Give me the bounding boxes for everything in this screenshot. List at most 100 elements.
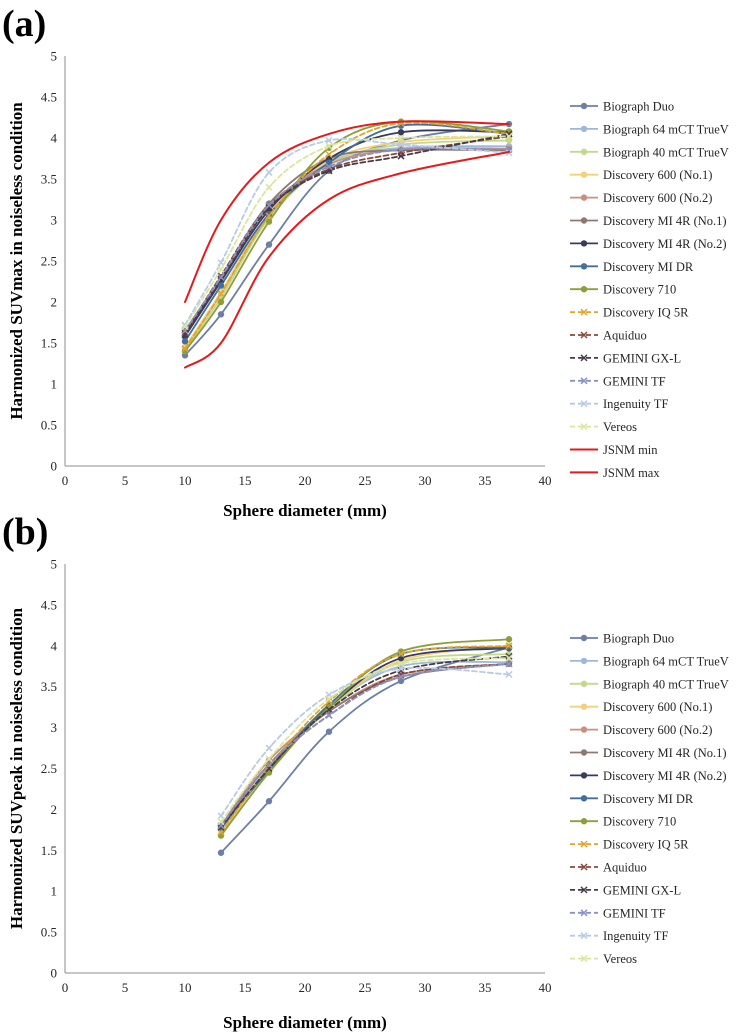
legend-item: Ingenuity TF: [570, 397, 668, 411]
legend-item: Discovery 710: [570, 283, 676, 297]
x-tick-label: 5: [122, 980, 129, 995]
y-tick-label: 0.5: [41, 418, 57, 433]
series-line: [184, 139, 510, 351]
x-tick-label: 5: [122, 473, 129, 488]
series-line: [184, 150, 510, 369]
legend-label: Biograph 64 mCT TrueV: [603, 654, 729, 668]
series-jsnm-min: [184, 150, 510, 369]
legend-item: JSNM max: [570, 466, 660, 480]
data-point: [181, 323, 189, 331]
x-tick-label: 25: [359, 473, 372, 488]
data-point: [265, 241, 273, 248]
series-line: [184, 147, 510, 336]
legend-label: GEMINI GX-L: [603, 351, 681, 365]
data-point: [217, 823, 225, 831]
series-line: [220, 657, 510, 823]
legend-item: Discovery MI DR: [570, 792, 694, 806]
legend-item: Biograph Duo: [570, 100, 674, 114]
legend-marker: [580, 286, 588, 293]
legend-label: GEMINI TF: [603, 906, 666, 920]
y-tick-label: 0: [51, 459, 58, 474]
legend-label: JSNM max: [603, 466, 660, 480]
data-point: [265, 763, 273, 771]
y-tick-label: 4: [51, 131, 58, 146]
x-tick-label: 0: [62, 473, 69, 488]
legend-marker: [580, 263, 588, 270]
legend-marker: [580, 726, 588, 733]
y-tick-label: 2.5: [41, 761, 57, 776]
data-point: [181, 345, 189, 353]
y-tick-label: 2: [51, 802, 58, 817]
legend-item: Aquiduo: [570, 861, 647, 875]
y-tick-label: 5: [51, 49, 58, 64]
data-point: [397, 660, 405, 668]
data-point: [217, 818, 225, 826]
data-point: [265, 168, 273, 176]
data-point: [217, 311, 225, 318]
data-point: [181, 338, 189, 345]
legend-item: Discovery 600 (No.2): [570, 723, 712, 737]
legend-label: Aquiduo: [603, 329, 647, 343]
x-tick-label: 30: [419, 980, 432, 995]
data-point: [397, 134, 405, 142]
legend-marker: [580, 125, 588, 133]
legend-item: Discovery IQ 5R: [570, 306, 689, 320]
legend-label: Discovery IQ 5R: [603, 306, 689, 320]
legend-item: Discovery MI DR: [570, 260, 694, 274]
chart-panel-a: (a) 0 0.5 1 1.5 2 2.5 3 3.5 4 4.5 5 0 5 10 15 20 25 30 35 40…: [2, 3, 729, 520]
x-tick-label: 40: [539, 980, 552, 995]
data-point: [397, 673, 405, 681]
series-line: [184, 137, 510, 326]
legend-label: Discovery MI 4R (No.1): [603, 214, 727, 228]
legend-marker: [580, 657, 588, 665]
series-jsnm-max: [184, 120, 510, 303]
y-tick-label: 0.5: [41, 925, 57, 940]
data-point: [265, 183, 273, 191]
legend-marker: [580, 217, 588, 224]
y-tick-label: 4.5: [41, 597, 57, 612]
legend-item: Biograph 64 mCT TrueV: [570, 122, 729, 136]
legend-label: Discovery 600 (No.2): [603, 191, 712, 205]
legend-marker: [580, 308, 588, 316]
y-tick-label: 3.5: [41, 679, 57, 694]
legend-label: Discovery IQ 5R: [603, 838, 689, 852]
series-discovery-iq-5r: [181, 119, 513, 353]
legend-item: Discovery 600 (No.1): [570, 700, 712, 714]
legend-marker: [580, 171, 588, 178]
legend-item: JSNM min: [570, 443, 658, 457]
legend-marker: [580, 703, 588, 710]
legend-label: Biograph Duo: [603, 632, 674, 646]
y-tick-label: 2: [51, 295, 58, 310]
series-vereos: [181, 132, 513, 331]
legend-item: Vereos: [570, 420, 637, 434]
series-aquiduo: [181, 132, 513, 337]
data-point: [397, 152, 405, 160]
legend-item: Discovery MI 4R (No.2): [570, 769, 727, 783]
legend-item: Biograph 64 mCT TrueV: [570, 654, 729, 668]
y-tick-label: 4.5: [41, 90, 57, 105]
panel-label: (b): [2, 511, 48, 553]
data-point: [265, 212, 273, 220]
x-tick-label: 25: [359, 980, 372, 995]
data-point: [217, 290, 225, 298]
y-tick-label: 3: [51, 213, 58, 228]
x-tick-label: 30: [419, 473, 432, 488]
y-tick-label: 1.5: [41, 843, 57, 858]
y-tick-label: 0: [51, 966, 58, 981]
x-tick-label: 20: [299, 473, 312, 488]
data-point: [265, 201, 273, 209]
series-gemini-tf: [181, 145, 513, 335]
data-point: [397, 129, 405, 136]
data-point: [505, 660, 513, 668]
series-vereos: [217, 654, 513, 826]
legend-marker: [580, 102, 588, 110]
legend-label: Ingenuity TF: [603, 397, 668, 411]
legend-item: Discovery MI 4R (No.1): [570, 214, 727, 228]
legend-item: Discovery MI 4R (No.1): [570, 746, 727, 760]
data-point: [325, 728, 333, 735]
x-tick-label: 15: [239, 980, 252, 995]
legend-item: Discovery 600 (No.2): [570, 191, 712, 205]
legend-marker: [580, 818, 588, 825]
legend-marker: [580, 377, 588, 385]
legend-label: Discovery MI DR: [603, 792, 694, 806]
